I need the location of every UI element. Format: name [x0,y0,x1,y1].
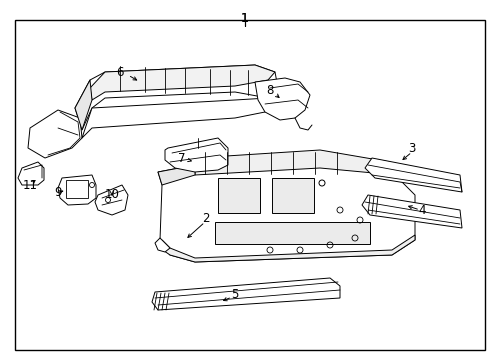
Polygon shape [28,110,82,158]
Polygon shape [158,158,415,262]
Polygon shape [362,195,462,228]
Bar [218,178,260,213]
Text: 3: 3 [408,141,416,154]
Text: 2: 2 [202,212,210,225]
Text: 7: 7 [178,152,186,165]
Text: 6: 6 [116,66,124,78]
Polygon shape [75,65,278,130]
Bar [66,180,88,198]
Bar [215,222,370,244]
Polygon shape [158,165,195,185]
Text: 9: 9 [54,185,62,198]
Polygon shape [18,162,44,185]
Polygon shape [155,238,170,252]
Polygon shape [58,175,96,205]
Polygon shape [255,78,310,120]
Polygon shape [95,185,128,215]
Text: 8: 8 [266,84,274,96]
Text: 4: 4 [418,203,425,216]
Text: 1: 1 [241,12,249,25]
Polygon shape [160,235,415,262]
Text: 1: 1 [241,12,249,25]
Polygon shape [90,65,275,100]
Polygon shape [365,158,462,192]
Polygon shape [152,278,340,310]
Text: 11: 11 [23,179,38,192]
Text: 10: 10 [104,188,120,201]
Polygon shape [195,150,395,175]
Text: 5: 5 [231,288,239,301]
Polygon shape [82,98,268,138]
Bar [272,178,314,213]
Polygon shape [165,138,228,172]
Polygon shape [75,80,92,130]
